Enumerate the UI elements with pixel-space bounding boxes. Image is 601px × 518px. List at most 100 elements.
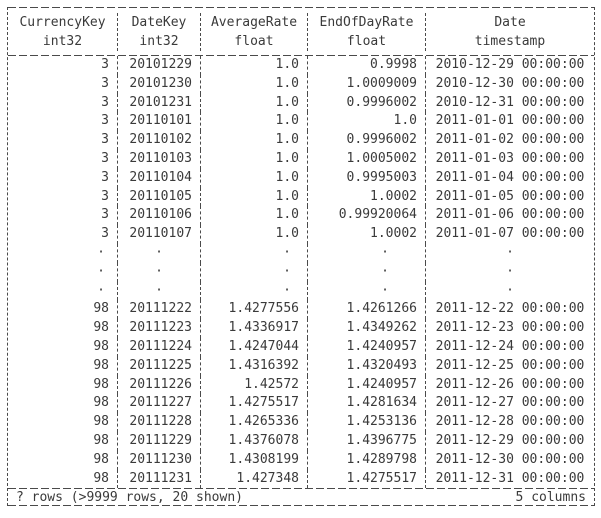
- column-name: CurrencyKey: [19, 15, 106, 30]
- table-row: 98 20111223 1.4336917 1.4349262 2011-12-23 0…: [8, 319, 594, 338]
- table-cell: 1.4289798: [308, 450, 426, 470]
- table-cell: 20110107: [118, 225, 201, 244]
- table-footer: ? rows (>9999 rows, 20 shown) 5 columns: [8, 489, 594, 505]
- table-row: 3 20101229 1.0 0.9998 2010-12-29 00:00:00: [8, 56, 594, 75]
- table-cell: ·: [506, 282, 514, 298]
- table-cell: ·: [118, 262, 201, 282]
- table-cell: 20110102: [118, 131, 201, 150]
- table-cell: 2011-12-23 00:00:00: [435, 320, 585, 336]
- table-cell: 1.4240957: [308, 375, 426, 395]
- column-header-datekey: DateKey int32: [118, 13, 201, 51]
- table-cell: ·: [506, 263, 514, 279]
- table-row: · · · · ·: [8, 281, 594, 301]
- table-cell: 1.4240957: [308, 337, 426, 357]
- table-cell: 1.4316392: [201, 356, 308, 376]
- table-cell: 2011-12-30 00:00:00: [435, 451, 585, 467]
- table-cell: 20111231: [118, 469, 201, 489]
- table-cell: 1.4281634: [308, 394, 426, 414]
- table-cell: 1.4277556: [201, 300, 308, 320]
- table-row: 98 20111224 1.4247044 1.4240957 2011-12-24 0…: [8, 337, 594, 357]
- column-header-currencykey: CurrencyKey int32: [8, 13, 118, 51]
- table-cell: ·: [8, 281, 118, 301]
- table-row: · · · · ·: [8, 243, 594, 263]
- table-cell: 20110104: [118, 168, 201, 188]
- table-bottom-border: [8, 505, 594, 507]
- table-cell: 2010-12-30 00:00:00: [435, 75, 585, 91]
- table-cell: 1.0009009: [308, 74, 426, 94]
- table-cell: 1.0: [201, 112, 308, 132]
- table-cell: ·: [201, 262, 308, 282]
- table-cell: 98: [8, 431, 118, 451]
- table-cell: 20110103: [118, 149, 201, 169]
- table-cell: 20101230: [118, 74, 201, 94]
- table-cell: 2010-12-31 00:00:00: [435, 94, 585, 110]
- table-row: 98 20111222 1.4277556 1.4261266 2011-12-22 0…: [8, 300, 594, 320]
- table-cell: 98: [8, 469, 118, 489]
- column-type: float: [346, 34, 387, 49]
- table-row: 3 20101230 1.0 1.0009009 2010-12-30 00:00:00: [8, 74, 594, 94]
- table-cell: 2011-01-06 00:00:00: [435, 207, 585, 223]
- table-row: 3 20110106 1.0 0.99920064 2011-01-06 00:00:0…: [8, 206, 594, 226]
- table-cell: 1.0005002: [308, 149, 426, 169]
- table-cell: 1.427348: [201, 469, 308, 489]
- table-row: 98 20111229 1.4376078 1.4396775 2011-12-29 0…: [8, 431, 594, 451]
- table-body: 3 20101229 1.0 0.9998 2010-12-29 00:00:00 3 20…: [8, 56, 594, 489]
- column-count: 5 columns: [515, 489, 586, 505]
- footer-separator: [8, 488, 594, 490]
- table-cell: ·: [118, 281, 201, 301]
- column-name: DateKey: [131, 15, 187, 30]
- table-cell: 2011-12-29 00:00:00: [435, 432, 585, 448]
- column-name: EndOfDayRate: [319, 15, 414, 30]
- table-cell: ·: [201, 281, 308, 301]
- table-cell: 98: [8, 375, 118, 395]
- table-cell: 1.0: [201, 187, 308, 207]
- header-separator: [8, 55, 594, 56]
- table-top-border: [8, 7, 594, 8]
- table-cell: 1.0002: [308, 225, 426, 244]
- table-row: 3 20110107 1.0 1.0002 2011-01-07 00:00:00: [8, 225, 594, 244]
- table-cell: 2011-12-22 00:00:00: [435, 301, 585, 317]
- table-header: CurrencyKey int32 DateKey int32 AverageR…: [8, 8, 594, 55]
- table-cell: 98: [8, 300, 118, 320]
- table-row: 3 20110102 1.0 0.9996002 2011-01-02 00:00:00: [8, 131, 594, 150]
- table-cell: 2011-12-27 00:00:00: [435, 395, 585, 411]
- table-cell: 20111228: [118, 413, 201, 432]
- table-cell: 0.9998: [308, 56, 426, 75]
- table-cell: 2011-12-28 00:00:00: [435, 414, 585, 430]
- table-cell: 1.4275517: [308, 469, 426, 489]
- column-name: Date: [494, 15, 526, 30]
- table-cell: 2011-12-25 00:00:00: [435, 357, 585, 373]
- table-row: 3 20101231 1.0 0.9996002 2010-12-31 00:00:00: [8, 93, 594, 113]
- table-cell: 0.99920064: [308, 206, 426, 226]
- table-cell: 1.0: [201, 74, 308, 94]
- table-cell: 2011-01-05 00:00:00: [435, 188, 585, 204]
- table-cell: 3: [8, 93, 118, 113]
- table-row: 98 20111231 1.427348 1.4275517 2011-12-31 00…: [8, 469, 594, 489]
- table-cell: 2011-12-24 00:00:00: [435, 338, 585, 354]
- table-cell: ·: [118, 243, 201, 263]
- table-cell: 1.4308199: [201, 450, 308, 470]
- table-cell: 1.4320493: [308, 356, 426, 376]
- table-cell: ·: [506, 244, 514, 260]
- table-cell: 3: [8, 131, 118, 150]
- table-cell: 20101229: [118, 56, 201, 75]
- table-cell: 98: [8, 394, 118, 414]
- table-cell: 20111226: [118, 375, 201, 395]
- table-cell: 1.0: [201, 225, 308, 244]
- table-cell: 2011-12-31 00:00:00: [435, 470, 585, 486]
- table-row: 3 20110104 1.0 0.9995003 2011-01-04 00:00:00: [8, 168, 594, 188]
- table-cell: ·: [8, 243, 118, 263]
- table-cell: 1.4349262: [308, 319, 426, 338]
- table-cell: 20110101: [118, 112, 201, 132]
- table-cell: 0.9996002: [308, 131, 426, 150]
- column-name: AverageRate: [210, 15, 298, 30]
- table-cell: 1.4336917: [201, 319, 308, 338]
- table-cell: 1.0: [308, 112, 426, 132]
- table-cell: 20111227: [118, 394, 201, 414]
- table-row: 3 20110103 1.0 1.0005002 2011-01-03 00:00:00: [8, 149, 594, 169]
- table-row: 3 20110105 1.0 1.0002 2011-01-05 00:00:00: [8, 187, 594, 207]
- table-cell: 3: [8, 112, 118, 132]
- column-header-averagerate: AverageRate float: [201, 13, 308, 51]
- column-type: timestamp: [474, 34, 546, 49]
- table-cell: 1.0: [201, 168, 308, 188]
